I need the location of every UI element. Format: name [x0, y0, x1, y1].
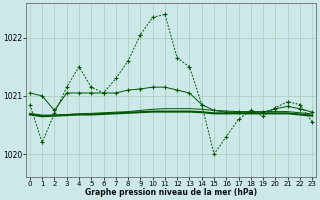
X-axis label: Graphe pression niveau de la mer (hPa): Graphe pression niveau de la mer (hPa) — [85, 188, 257, 197]
